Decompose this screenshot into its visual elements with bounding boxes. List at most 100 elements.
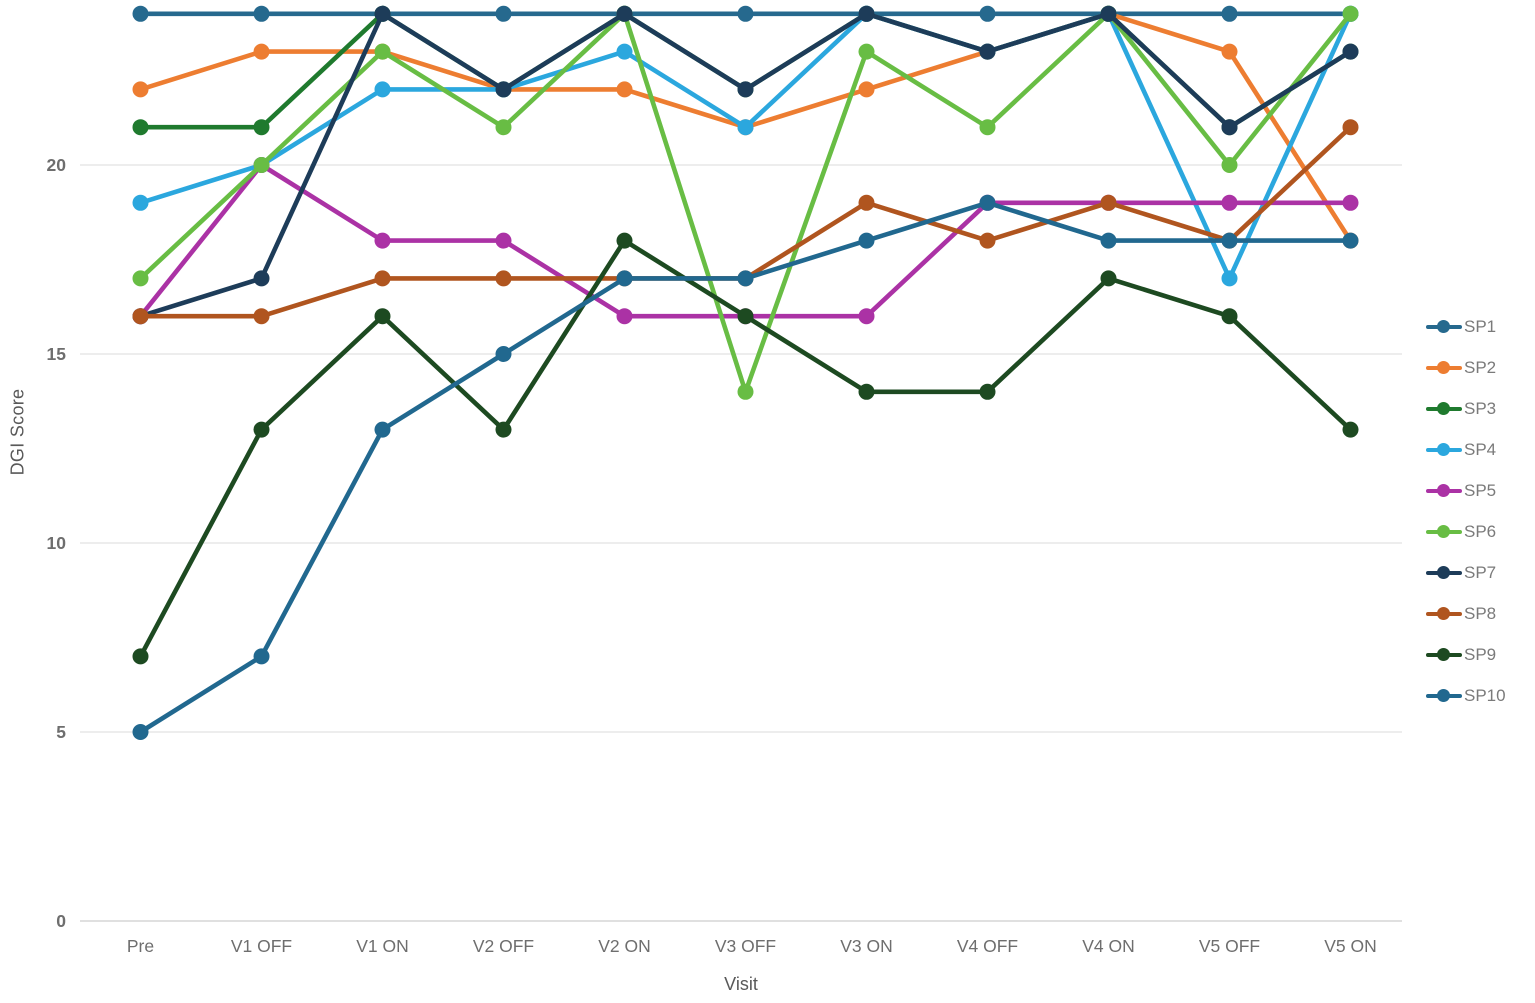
data-point-SP1 bbox=[495, 5, 512, 22]
y-axis-title: DGI Score bbox=[7, 388, 28, 476]
legend-item-SP5: SP5 bbox=[1426, 470, 1506, 511]
legend-marker-icon bbox=[1426, 484, 1462, 498]
data-point-SP9 bbox=[132, 648, 149, 665]
data-point-SP1 bbox=[737, 5, 754, 22]
data-point-SP8 bbox=[1100, 194, 1117, 211]
data-point-SP1 bbox=[253, 5, 270, 22]
data-point-SP6 bbox=[132, 270, 149, 287]
x-tick-label: Pre bbox=[127, 936, 154, 956]
data-point-SP6 bbox=[979, 119, 996, 136]
legend-label: SP8 bbox=[1464, 603, 1497, 623]
legend-marker-icon bbox=[1426, 525, 1462, 539]
legend-item-SP9: SP9 bbox=[1426, 634, 1506, 675]
data-point-SP7 bbox=[616, 5, 633, 22]
data-point-SP5 bbox=[1342, 194, 1359, 211]
data-point-SP2 bbox=[858, 81, 875, 98]
data-point-SP2 bbox=[1221, 43, 1238, 60]
data-point-SP2 bbox=[616, 81, 633, 98]
legend-label: SP7 bbox=[1464, 562, 1497, 582]
legend-marker-icon bbox=[1426, 566, 1462, 580]
legend-label: SP10 bbox=[1464, 685, 1506, 705]
data-point-SP10 bbox=[253, 648, 270, 665]
data-point-SP7 bbox=[495, 81, 512, 98]
data-point-SP9 bbox=[1221, 308, 1238, 325]
data-point-SP2 bbox=[132, 81, 149, 98]
legend-marker-icon bbox=[1426, 648, 1462, 662]
data-point-SP5 bbox=[1221, 194, 1238, 211]
x-tick-label: V2 OFF bbox=[473, 936, 534, 956]
data-point-SP9 bbox=[1342, 421, 1359, 438]
legend-label: SP1 bbox=[1464, 316, 1497, 336]
data-point-SP7 bbox=[1100, 5, 1117, 22]
data-point-SP6 bbox=[858, 43, 875, 60]
data-point-SP9 bbox=[253, 421, 270, 438]
data-point-SP8 bbox=[374, 270, 391, 287]
x-tick-label: V1 OFF bbox=[231, 936, 292, 956]
data-point-SP9 bbox=[495, 421, 512, 438]
legend-marker-icon bbox=[1426, 443, 1462, 457]
data-point-SP8 bbox=[858, 194, 875, 211]
data-point-SP4 bbox=[374, 81, 391, 98]
data-point-SP9 bbox=[1100, 270, 1117, 287]
data-point-SP4 bbox=[616, 43, 633, 60]
data-point-SP9 bbox=[616, 232, 633, 249]
data-point-SP7 bbox=[979, 43, 996, 60]
legend-item-SP6: SP6 bbox=[1426, 511, 1506, 552]
data-point-SP7 bbox=[374, 5, 391, 22]
data-point-SP9 bbox=[979, 383, 996, 400]
legend-marker-icon bbox=[1426, 689, 1462, 703]
legend-item-SP7: SP7 bbox=[1426, 552, 1506, 593]
data-point-SP8 bbox=[495, 270, 512, 287]
data-point-SP2 bbox=[253, 43, 270, 60]
data-point-SP5 bbox=[495, 232, 512, 249]
legend-item-SP1: SP1 bbox=[1426, 306, 1506, 347]
data-point-SP4 bbox=[132, 194, 149, 211]
data-point-SP4 bbox=[737, 119, 754, 136]
data-point-SP6 bbox=[1221, 157, 1238, 173]
legend-marker-icon bbox=[1426, 361, 1462, 375]
legend: SP1 SP2 SP3 SP4 SP5 SP6 SP7 SP8 SP9 SP10 bbox=[1426, 306, 1506, 716]
legend-marker-icon bbox=[1426, 402, 1462, 416]
legend-marker-icon bbox=[1426, 320, 1462, 334]
data-point-SP6 bbox=[374, 43, 391, 60]
data-point-SP7 bbox=[253, 270, 270, 287]
data-point-SP9 bbox=[374, 308, 391, 325]
legend-marker-icon bbox=[1426, 607, 1462, 621]
data-point-SP6 bbox=[737, 383, 754, 400]
y-tick-label: 20 bbox=[47, 155, 67, 175]
legend-item-SP4: SP4 bbox=[1426, 429, 1506, 470]
data-point-SP9 bbox=[737, 308, 754, 325]
data-point-SP10 bbox=[1342, 232, 1359, 249]
data-point-SP1 bbox=[979, 5, 996, 22]
data-point-SP5 bbox=[374, 232, 391, 249]
x-tick-label: V3 OFF bbox=[715, 936, 776, 956]
x-tick-label: V5 OFF bbox=[1199, 936, 1260, 956]
data-point-SP8 bbox=[1342, 119, 1359, 136]
legend-label: SP9 bbox=[1464, 644, 1497, 664]
y-tick-label: 5 bbox=[56, 722, 66, 742]
data-point-SP8 bbox=[253, 308, 270, 325]
data-point-SP8 bbox=[132, 308, 149, 325]
x-tick-label: V5 ON bbox=[1324, 936, 1377, 956]
data-point-SP5 bbox=[616, 308, 633, 325]
legend-item-SP8: SP8 bbox=[1426, 593, 1506, 634]
x-axis-title: Visit bbox=[724, 974, 758, 994]
data-point-SP10 bbox=[374, 421, 391, 438]
legend-label: SP5 bbox=[1464, 480, 1497, 500]
series-line-SP8 bbox=[138, 124, 1353, 319]
x-tick-label: V4 OFF bbox=[957, 936, 1018, 956]
data-point-SP10 bbox=[616, 270, 633, 287]
x-tick-label: V4 ON bbox=[1082, 936, 1135, 956]
data-point-SP6 bbox=[253, 157, 270, 173]
legend-label: SP3 bbox=[1464, 398, 1497, 418]
data-point-SP10 bbox=[495, 346, 512, 362]
data-point-SP7 bbox=[858, 5, 875, 22]
data-point-SP5 bbox=[858, 308, 875, 325]
data-point-SP10 bbox=[132, 724, 149, 740]
data-point-SP9 bbox=[858, 383, 875, 400]
x-tick-label: V1 ON bbox=[356, 936, 409, 956]
data-point-SP1 bbox=[132, 5, 149, 22]
